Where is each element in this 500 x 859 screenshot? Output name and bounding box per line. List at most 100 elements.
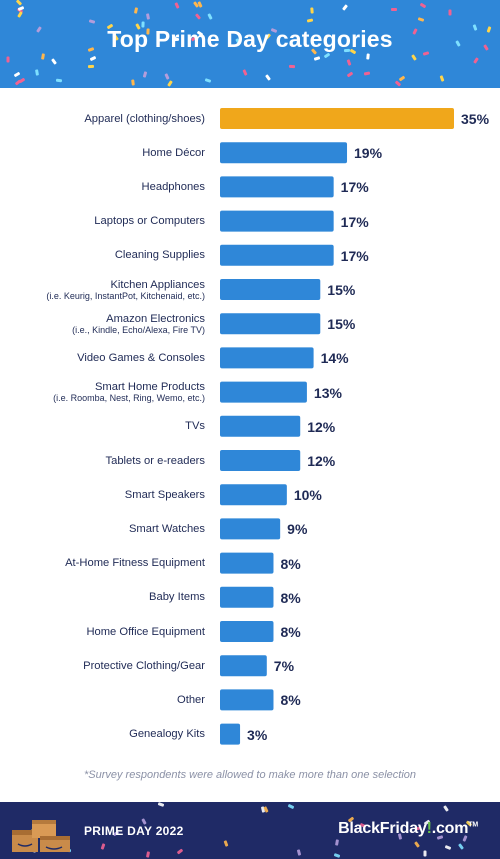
- category-label: Smart Speakers: [5, 489, 205, 501]
- confetti-piece: [473, 57, 479, 64]
- bar: [220, 108, 454, 129]
- confetti-piece: [167, 80, 173, 87]
- category-name: Tablets or e-readers: [105, 454, 206, 467]
- category-label: Genealogy Kits: [5, 728, 205, 740]
- confetti-piece: [88, 19, 96, 24]
- brand-name: BlackFriday: [338, 820, 427, 837]
- value-label: 8%: [280, 624, 301, 640]
- confetti-piece: [51, 58, 57, 65]
- bar: [220, 347, 314, 369]
- confetti-piece: [346, 59, 352, 66]
- confetti-piece: [287, 803, 295, 810]
- confetti-piece: [14, 79, 22, 86]
- category-examples: (i.e., Kindle, Echo/Alexa, Fire TV): [72, 324, 205, 335]
- confetti-piece: [346, 71, 354, 78]
- category-label: Smart Watches: [5, 523, 205, 535]
- category-name: Genealogy Kits: [129, 728, 205, 741]
- page-title: Top Prime Day categories: [107, 26, 393, 52]
- value-label: 14%: [320, 350, 349, 367]
- brand-logo: BlackFriday!.comTM: [338, 820, 478, 838]
- bar: [220, 450, 301, 471]
- confetti-piece: [391, 8, 397, 11]
- category-name: Kitchen Appliances: [110, 278, 205, 291]
- confetti-piece: [145, 13, 151, 20]
- category-name: Other: [177, 693, 205, 706]
- value-label: 15%: [327, 282, 356, 298]
- bar: [220, 381, 307, 403]
- value-label: 17%: [340, 247, 369, 264]
- category-label: Kitchen Appliances (i.e. Keurig, InstantP…: [5, 279, 205, 301]
- category-name: At-Home Fitness Equipment: [65, 557, 205, 570]
- category-label: TVs: [5, 420, 205, 432]
- confetti-piece: [398, 75, 406, 82]
- confetti-piece: [448, 9, 452, 16]
- confetti-piece: [176, 848, 184, 855]
- bar: [220, 621, 274, 642]
- bar: [220, 176, 334, 198]
- category-name: Smart Watches: [128, 522, 205, 535]
- confetti-piece: [242, 69, 248, 76]
- confetti-piece: [288, 64, 296, 69]
- confetti-piece: [306, 18, 314, 23]
- bar: [220, 689, 274, 711]
- confetti-piece: [363, 71, 371, 76]
- category-label: Protective Clothing/Gear: [5, 660, 205, 672]
- confetti-piece: [55, 78, 63, 83]
- footer-banner: PRIME DAY 2022 BlackFriday!.comTM: [0, 802, 500, 859]
- confetti-piece: [419, 2, 427, 9]
- confetti-piece: [13, 71, 21, 78]
- confetti-piece: [142, 71, 148, 78]
- bar: [220, 723, 241, 745]
- category-label: Baby Items: [5, 591, 205, 603]
- bar: [220, 415, 301, 437]
- category-name: Baby Items: [149, 591, 205, 604]
- category-label: Tablets or e-readers: [5, 454, 206, 467]
- brand-domain: .com: [431, 820, 469, 837]
- bar: [220, 655, 267, 677]
- brand-tm: TM: [468, 821, 478, 829]
- confetti-piece: [41, 53, 45, 60]
- value-label: 15%: [327, 316, 356, 333]
- value-label: 8%: [280, 589, 301, 606]
- category-label: At-Home Fitness Equipment: [5, 557, 205, 569]
- category-label: Other: [5, 694, 205, 706]
- confetti-piece: [131, 79, 135, 86]
- confetti-piece: [100, 843, 106, 850]
- confetti-piece: [439, 75, 445, 82]
- category-label: Headphones: [5, 181, 205, 193]
- bar-chart-svg: [220, 108, 454, 745]
- category-label: Home Office Equipment: [5, 626, 205, 638]
- confetti-piece: [423, 850, 427, 857]
- category-label: Smart Home Products (i.e. Roomba, Nest, R…: [5, 381, 205, 403]
- confetti-piece: [133, 7, 139, 14]
- brand-bang: !: [426, 820, 432, 837]
- confetti-piece: [414, 841, 420, 848]
- confetti-piece: [265, 74, 271, 81]
- confetti-piece: [207, 13, 213, 20]
- bar: [220, 313, 321, 335]
- category-name: Apparel (clothing/shoes): [84, 112, 205, 125]
- header-banner: Top Prime Day categories: [0, 0, 500, 88]
- category-name: Cleaning Supplies: [114, 249, 205, 262]
- category-name: Smart Home Products: [94, 381, 205, 394]
- confetti-piece: [417, 17, 425, 22]
- confetti-piece: [157, 802, 165, 807]
- footnote: *Survey respondents were allowed to make…: [83, 769, 417, 781]
- confetti-piece: [443, 805, 449, 812]
- confetti-piece: [89, 55, 97, 62]
- confetti-piece: [87, 64, 95, 69]
- bar: [220, 210, 334, 232]
- confetti-piece: [366, 53, 370, 60]
- category-label: Video Games & Consoles: [5, 352, 205, 364]
- confetti-piece: [313, 56, 321, 61]
- confetti-piece: [194, 13, 202, 20]
- category-name: TVs: [185, 420, 205, 433]
- bar: [220, 279, 321, 300]
- confetti-piece: [35, 69, 39, 76]
- category-label: Cleaning Supplies: [5, 249, 205, 261]
- category-name: Video Games & Consoles: [77, 351, 205, 364]
- value-label: 35%: [461, 111, 490, 127]
- bar: [220, 484, 287, 506]
- confetti-piece: [457, 843, 465, 850]
- category-name: Protective Clothing/Gear: [83, 659, 205, 672]
